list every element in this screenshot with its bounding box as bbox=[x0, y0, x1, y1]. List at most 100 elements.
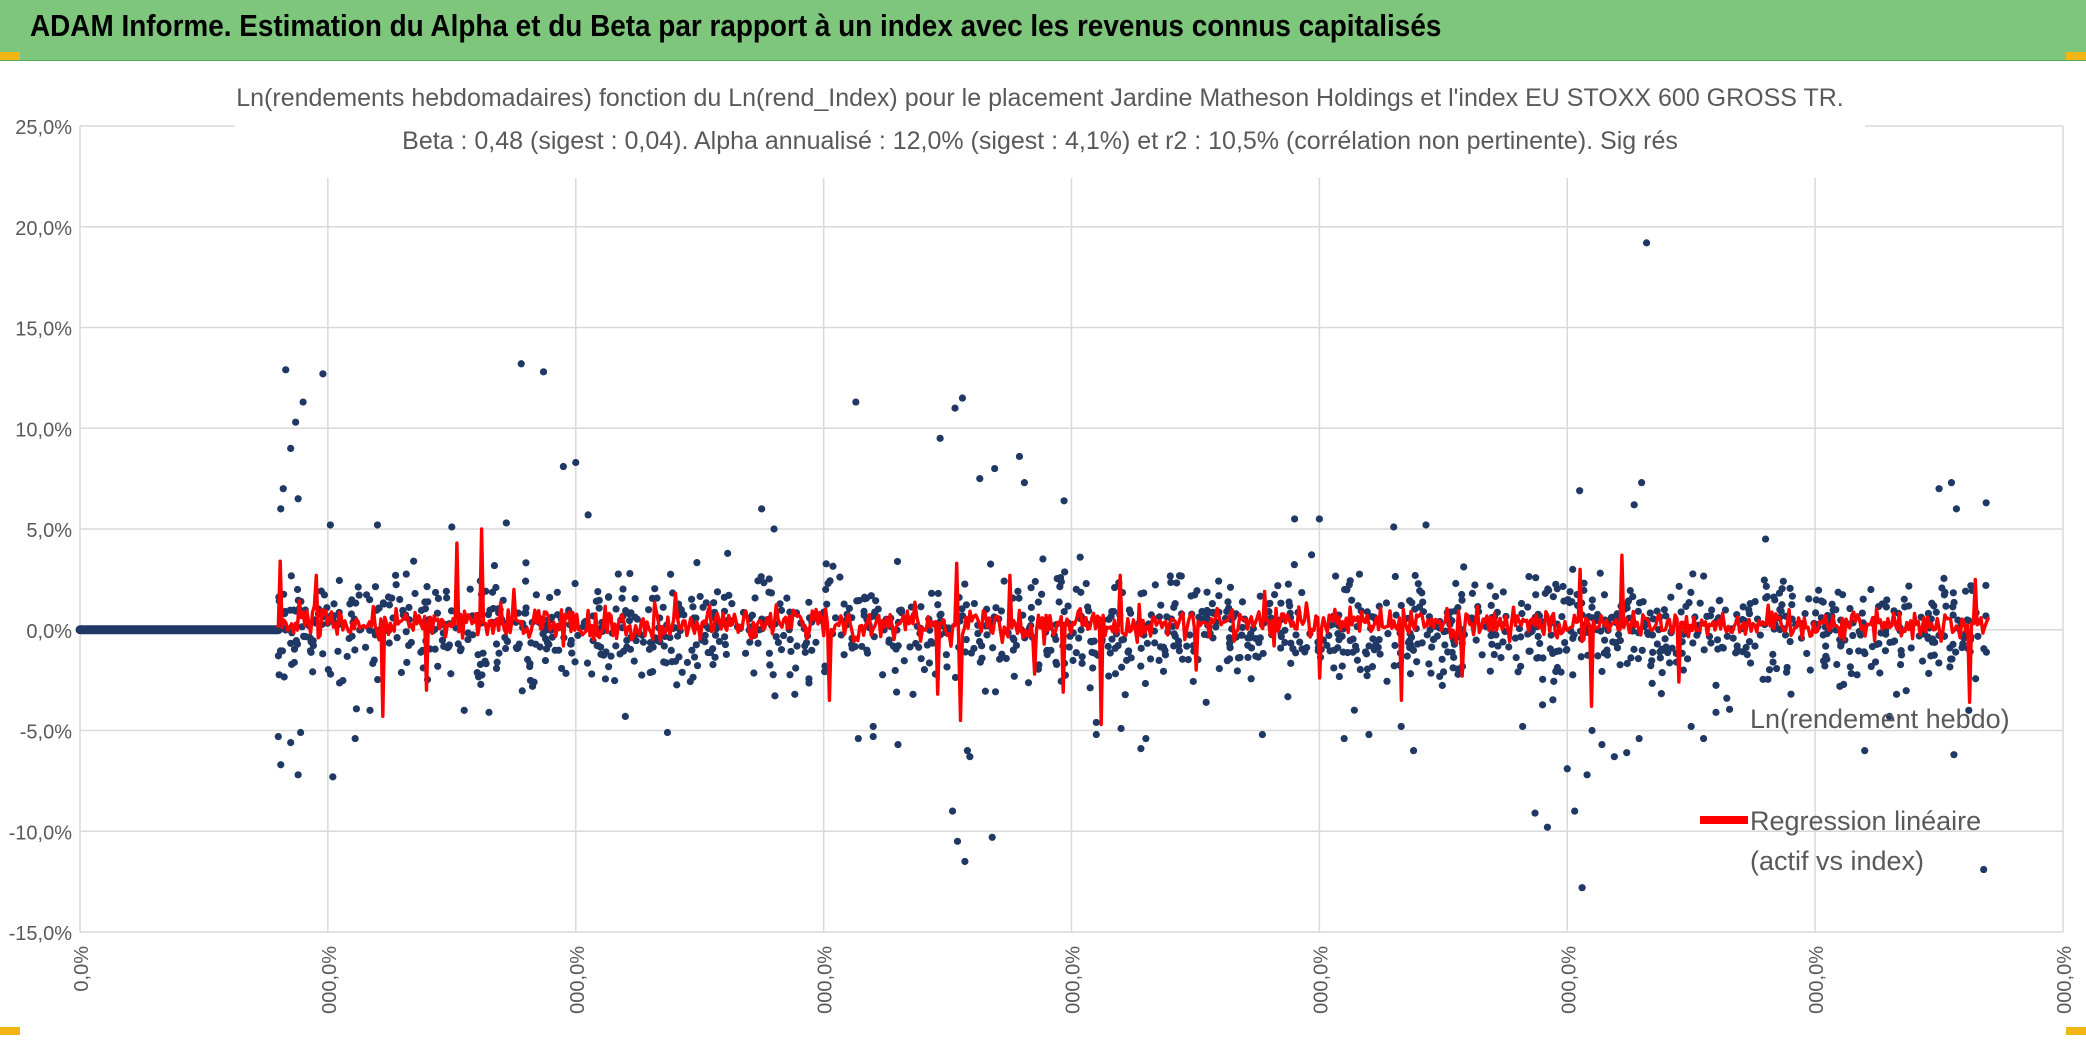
scatter-point bbox=[934, 589, 942, 598]
scatter-point bbox=[1517, 599, 1526, 608]
scatter-point bbox=[1829, 606, 1837, 614]
scatter-point bbox=[988, 833, 996, 841]
scatter-point bbox=[1082, 579, 1090, 588]
scatter-point bbox=[1679, 666, 1687, 674]
scatter-point bbox=[1668, 644, 1676, 652]
scatter-point bbox=[612, 605, 620, 613]
scatter-point bbox=[464, 635, 472, 644]
scatter-point bbox=[1060, 497, 1068, 505]
scatter-point bbox=[1531, 809, 1539, 817]
scatter-point bbox=[274, 732, 282, 741]
scatter-point bbox=[1323, 641, 1331, 649]
scatter-point bbox=[1090, 637, 1098, 645]
scatter-point bbox=[526, 660, 534, 668]
scatter-point bbox=[1069, 656, 1077, 665]
scatter-point bbox=[1877, 629, 1885, 637]
scatter-point bbox=[845, 604, 853, 612]
scatter-point bbox=[1538, 701, 1547, 709]
scatter-point bbox=[1949, 640, 1957, 649]
scatter-point bbox=[710, 599, 718, 607]
scatter-point bbox=[1284, 580, 1292, 588]
scatter-point bbox=[1712, 708, 1720, 716]
scatter-point bbox=[1817, 597, 1825, 605]
scatter-point bbox=[891, 666, 899, 675]
scatter-point bbox=[373, 521, 382, 529]
scatter-point bbox=[765, 575, 773, 583]
scatter-point bbox=[1108, 607, 1116, 616]
scatter-point bbox=[616, 650, 624, 658]
scatter-point bbox=[385, 639, 393, 647]
scatter-point bbox=[1723, 694, 1731, 702]
scatter-point bbox=[443, 594, 451, 602]
scatter-point bbox=[287, 572, 295, 580]
scatter-point bbox=[1203, 614, 1211, 623]
scatter-point bbox=[1721, 606, 1730, 614]
scatter-point bbox=[1907, 644, 1915, 652]
scatter-point bbox=[1733, 642, 1741, 650]
scatter-point bbox=[1363, 672, 1371, 680]
scatter-point bbox=[618, 594, 626, 602]
scatter-point bbox=[1052, 658, 1060, 666]
scatter-point bbox=[1896, 661, 1905, 669]
scatter-point bbox=[748, 611, 756, 619]
y-tick-label: 20,0% bbox=[15, 218, 72, 240]
y-tick-label: 15,0% bbox=[15, 319, 72, 341]
scatter-point bbox=[1315, 515, 1323, 523]
scatter-point bbox=[1925, 669, 1933, 678]
scatter-point bbox=[445, 643, 453, 651]
scatter-point bbox=[760, 579, 768, 587]
scatter-point bbox=[631, 613, 639, 621]
scatter-point bbox=[772, 633, 780, 641]
scatter-point bbox=[1806, 666, 1814, 674]
scatter-point bbox=[293, 640, 302, 648]
scatter-point bbox=[594, 587, 602, 596]
scatter-point bbox=[1623, 604, 1631, 612]
scatter-point bbox=[1356, 665, 1364, 674]
scatter-point bbox=[1244, 653, 1252, 662]
chart-title-line-1: Ln(rendements hebdomadaires) fonction du… bbox=[236, 84, 1844, 112]
scatter-point bbox=[1413, 658, 1421, 666]
scatter-point bbox=[1166, 572, 1174, 580]
x-tick-label: 000,0% bbox=[815, 946, 837, 1014]
scatter-point bbox=[1965, 706, 1973, 714]
scatter-point bbox=[1027, 615, 1036, 623]
scatter-point bbox=[1438, 655, 1446, 663]
scatter-point bbox=[1020, 479, 1029, 487]
x-tick-label: 000,0% bbox=[319, 946, 341, 1014]
scatter-point bbox=[1756, 631, 1764, 639]
scatter-point bbox=[1441, 641, 1449, 649]
scatter-point bbox=[1959, 640, 1967, 648]
scatter-point bbox=[1536, 639, 1544, 648]
scatter-point bbox=[1104, 642, 1112, 650]
scatter-point bbox=[1397, 722, 1405, 731]
scatter-point bbox=[826, 577, 834, 585]
scatter-point bbox=[1927, 652, 1935, 660]
scatter-point bbox=[1778, 585, 1786, 593]
scatter-point bbox=[1488, 640, 1496, 648]
scatter-point bbox=[1627, 654, 1635, 662]
scatter-point bbox=[329, 773, 337, 781]
scatter-point bbox=[479, 649, 487, 657]
scatter-point bbox=[1363, 608, 1371, 616]
scatter-point bbox=[936, 434, 944, 442]
scatter-point bbox=[1950, 598, 1958, 607]
scatter-point bbox=[978, 654, 986, 662]
scatter-point bbox=[1664, 649, 1672, 657]
scatter-point bbox=[354, 583, 362, 591]
x-tick-label: 000,0% bbox=[1558, 946, 1580, 1014]
scatter-point bbox=[1610, 753, 1618, 761]
scatter-point bbox=[648, 594, 657, 602]
scatter-point bbox=[351, 734, 359, 743]
scatter-point bbox=[686, 677, 694, 686]
scatter-point bbox=[1644, 630, 1652, 639]
scatter-point bbox=[1974, 632, 1982, 640]
scatter-point bbox=[1675, 582, 1683, 590]
scatter-point bbox=[1452, 579, 1460, 588]
scatter-point bbox=[1143, 639, 1151, 647]
scatter-point bbox=[639, 638, 648, 646]
scatter-point bbox=[1375, 636, 1383, 644]
scatter-point bbox=[431, 645, 439, 653]
scatter-point bbox=[1043, 646, 1051, 654]
scatter-point bbox=[942, 651, 950, 659]
scatter-point bbox=[1499, 638, 1507, 646]
